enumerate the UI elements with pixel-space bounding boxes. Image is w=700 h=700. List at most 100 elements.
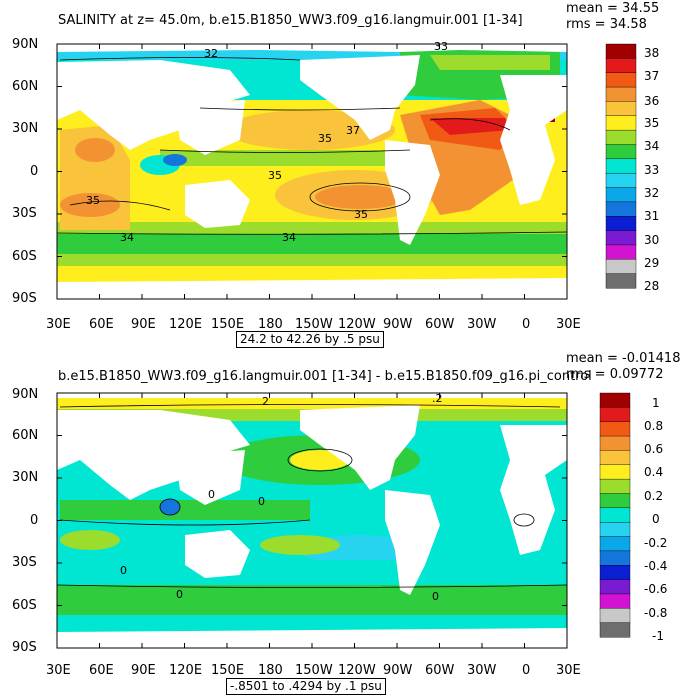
top-range-note: 24.2 to 42.26 by .5 psu	[236, 331, 384, 349]
colorbar-swatch	[599, 478, 631, 494]
contour-label: 33	[434, 40, 448, 53]
colorbar-swatch	[599, 421, 631, 437]
contour-label: 0	[258, 495, 265, 508]
europe-africa-land	[500, 75, 567, 205]
lat-label: 0	[30, 513, 39, 528]
lon-label: 150W	[295, 317, 333, 332]
lon-label: 0	[522, 317, 531, 332]
colorbar-swatch	[599, 450, 631, 466]
lon-label: 120E	[169, 317, 203, 332]
colorbar-label: 31	[644, 209, 660, 223]
colorbar-swatch	[605, 273, 637, 289]
contour-label: 34	[120, 231, 134, 244]
contour-label: 32	[204, 47, 218, 60]
colorbar-label: 0.8	[644, 419, 664, 433]
top-map: 32 33 35 37 35 35 35 34 34	[56, 40, 568, 300]
lon-label: 30E	[556, 317, 581, 332]
top-colorbar-swatches	[605, 43, 637, 289]
lon-label: 150E	[211, 663, 245, 678]
bottom-panel-mean: mean = -0.01418	[566, 351, 681, 366]
bottom-range-note: -.8501 to .4294 by .1 psu	[226, 678, 386, 696]
colorbar-label: -0.2	[644, 536, 668, 550]
contour-label: 0	[120, 564, 127, 577]
lon-label: 120W	[338, 317, 376, 332]
colorbar-label: 0.6	[644, 442, 664, 456]
colorbar-swatch	[599, 392, 631, 408]
australia-land	[185, 180, 250, 228]
colorbar-label: 38	[644, 46, 660, 60]
colorbar-label: 35	[644, 116, 660, 130]
antarctica-land	[57, 278, 567, 299]
colorbar-swatch	[599, 608, 631, 624]
contour-label: 35	[86, 194, 100, 207]
lon-label: 90W	[383, 317, 413, 332]
contour-label: 2	[262, 395, 269, 408]
contour-label: 34	[282, 231, 296, 244]
lat-label: 30N	[12, 470, 39, 485]
lon-label: 60W	[425, 317, 455, 332]
colorbar-swatch	[599, 622, 631, 638]
lon-label: 60E	[89, 663, 114, 678]
colorbar-label: 0	[652, 512, 660, 526]
colorbar-swatch	[599, 435, 631, 451]
colorbar-swatch	[599, 550, 631, 566]
colorbar-label: 30	[644, 233, 660, 247]
lat-label: 60S	[12, 598, 37, 613]
lon-label: 60W	[425, 663, 455, 678]
top-map-contours	[56, 57, 568, 235]
colorbar-label: -0.6	[644, 582, 668, 596]
colorbar-label: -0.4	[644, 559, 668, 573]
colorbar-label: 28	[644, 279, 660, 293]
colorbar-label: 29	[644, 256, 660, 270]
colorbar-swatch	[599, 493, 631, 509]
lon-label: 180	[258, 317, 283, 332]
colorbar-label: 0.4	[644, 465, 664, 479]
lat-label: 60N	[12, 79, 39, 94]
lat-label: 30S	[12, 555, 37, 570]
lon-label: 150E	[211, 317, 245, 332]
lat-label: 90S	[12, 640, 37, 655]
lon-label: 180	[258, 663, 283, 678]
contour-label: 35	[354, 208, 368, 221]
top-panel-title: SALINITY at z= 45.0m, b.e15.B1850_WW3.f0…	[58, 13, 523, 28]
colorbar-label: 0.2	[644, 489, 664, 503]
contour-label: .2	[432, 392, 443, 405]
lat-label: 60S	[12, 249, 37, 264]
africa-eurasia-land	[57, 60, 250, 150]
lon-label: 30W	[467, 663, 497, 678]
colorbar-swatch	[599, 536, 631, 552]
north-america-land	[300, 55, 420, 140]
lon-label: 90E	[131, 663, 156, 678]
top-map-land	[57, 44, 567, 299]
contour-label: 35	[318, 132, 332, 145]
colorbar-swatch	[599, 464, 631, 480]
lon-label: 30E	[46, 317, 71, 332]
lon-label: 120E	[169, 663, 203, 678]
top-map-ticks	[56, 43, 568, 300]
lat-label: 60N	[12, 428, 39, 443]
southern-ocean-band	[57, 232, 567, 254]
lat-label: 0	[30, 164, 39, 179]
top-panel-rms: rms = 34.58	[566, 17, 647, 32]
lat-label: 30N	[12, 121, 39, 136]
colorbar-label: 1	[652, 396, 660, 410]
south-america-land	[385, 140, 440, 245]
bottom-panel-rms: rms = 0.09772	[566, 367, 664, 382]
lon-label: 60E	[89, 317, 114, 332]
colorbar-swatch	[599, 565, 631, 581]
top-contour-labels: 32 33 35 37 35 35 35 34 34	[86, 40, 448, 244]
colorbar-swatch	[599, 507, 631, 523]
lon-label: 0	[522, 663, 531, 678]
lon-label: 30W	[467, 317, 497, 332]
lat-label: 90S	[12, 291, 37, 306]
colorbar-swatch	[599, 521, 631, 538]
colorbar-label: 33	[644, 163, 660, 177]
lat-label: 30S	[12, 206, 37, 221]
lon-label: 90E	[131, 317, 156, 332]
bottom-panel-title: b.e15.B1850_WW3.f09_g16.langmuir.001 [1-…	[58, 370, 592, 383]
colorbar-swatch	[599, 593, 631, 609]
colorbar-label: 37	[644, 69, 660, 83]
lat-label: 90N	[12, 387, 39, 402]
